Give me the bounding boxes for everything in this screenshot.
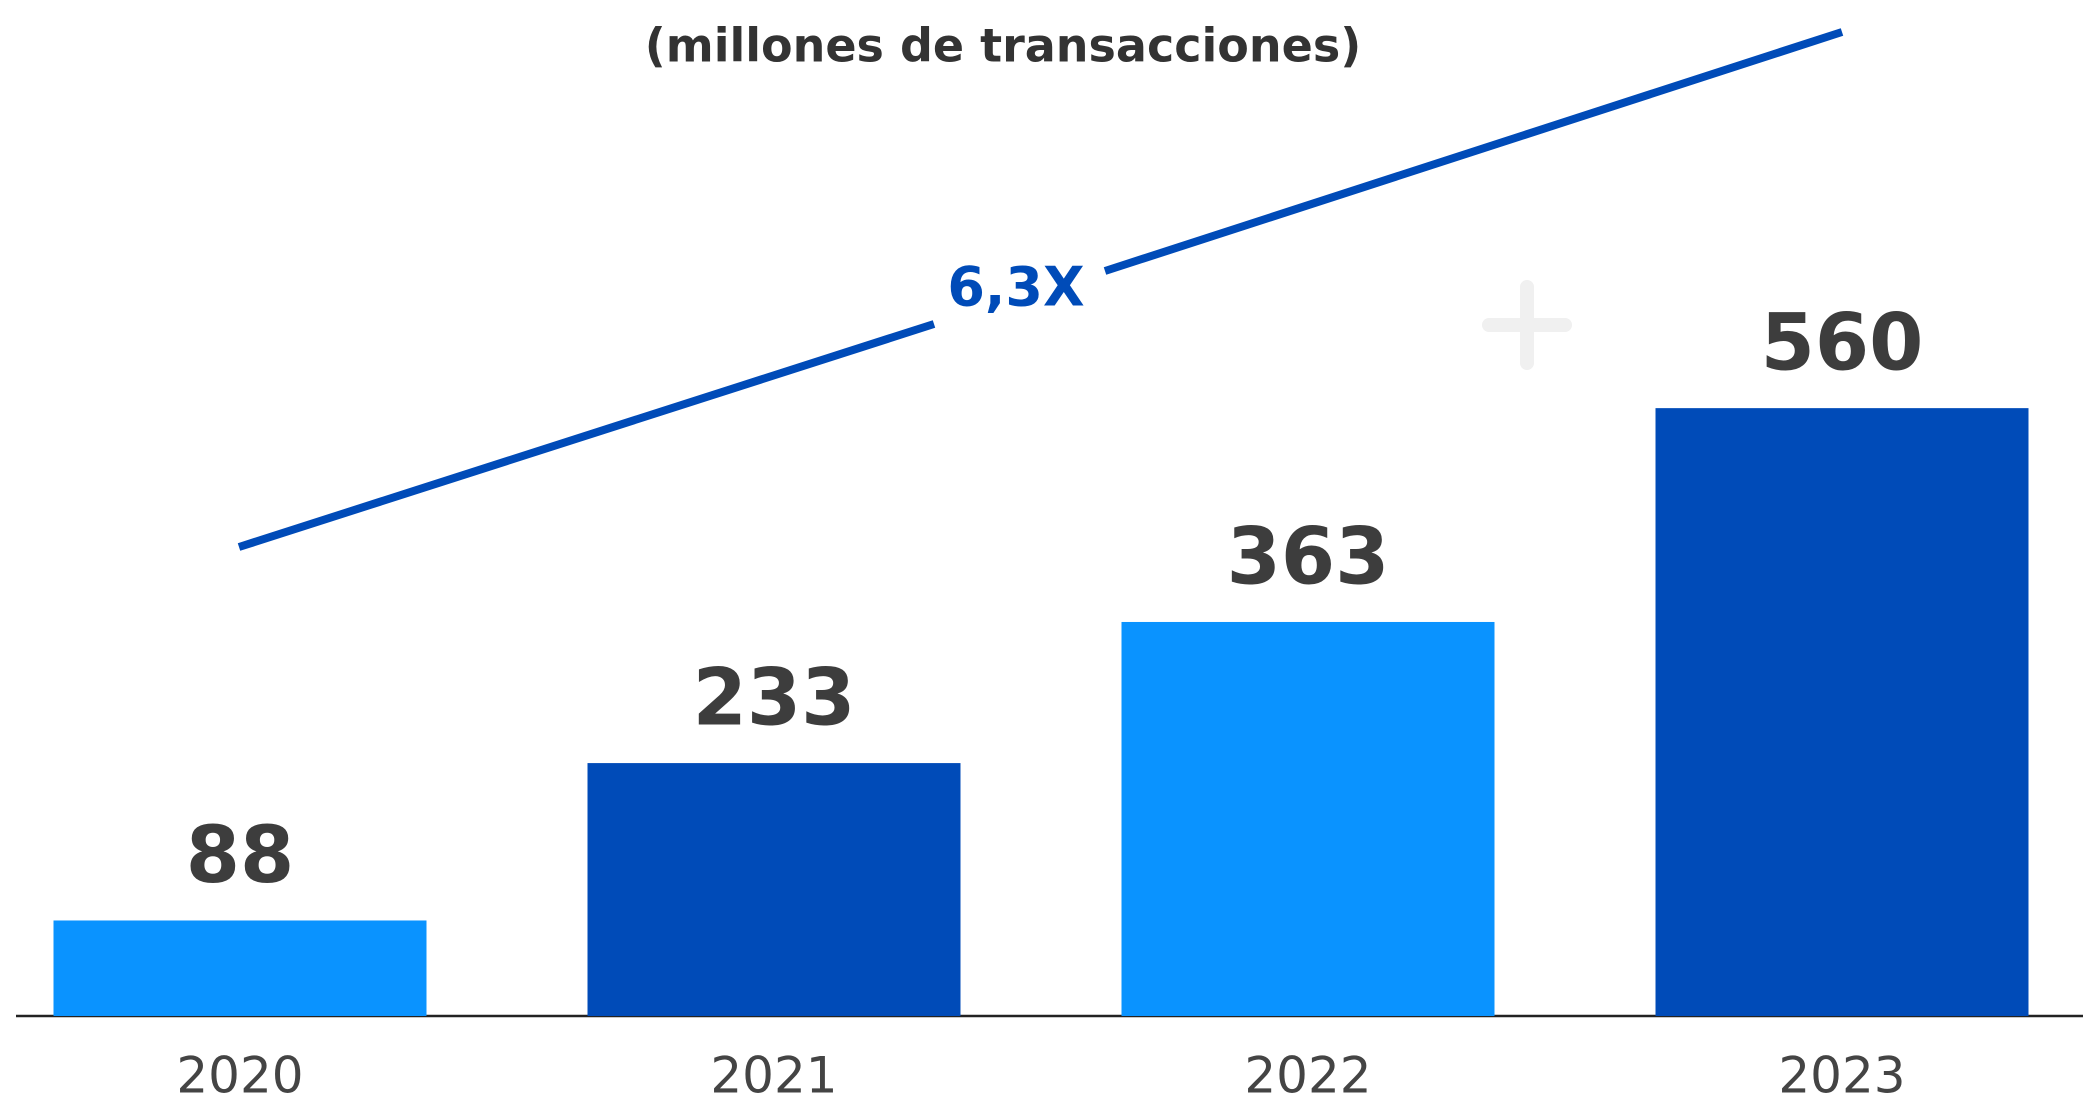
x-tick-label: 2020 xyxy=(176,1047,303,1103)
x-tick-label: 2021 xyxy=(710,1047,837,1103)
bar xyxy=(1121,621,1495,1016)
trend-annotation: 6,3X xyxy=(947,256,1084,319)
decor-plus xyxy=(1482,280,1572,370)
value-label: 88 xyxy=(186,811,295,901)
trend-line xyxy=(237,320,936,551)
bar xyxy=(53,920,427,1016)
bar xyxy=(1655,408,2029,1017)
value-label: 560 xyxy=(1761,299,1924,389)
chart-subtitle: (millones de transacciones) xyxy=(645,19,1361,73)
x-tick-label: 2022 xyxy=(1244,1047,1371,1103)
bar xyxy=(587,763,961,1016)
trend-line xyxy=(1103,28,1844,275)
x-tick-label: 2023 xyxy=(1778,1047,1905,1103)
value-label: 233 xyxy=(693,654,856,744)
value-label: 363 xyxy=(1227,512,1390,602)
